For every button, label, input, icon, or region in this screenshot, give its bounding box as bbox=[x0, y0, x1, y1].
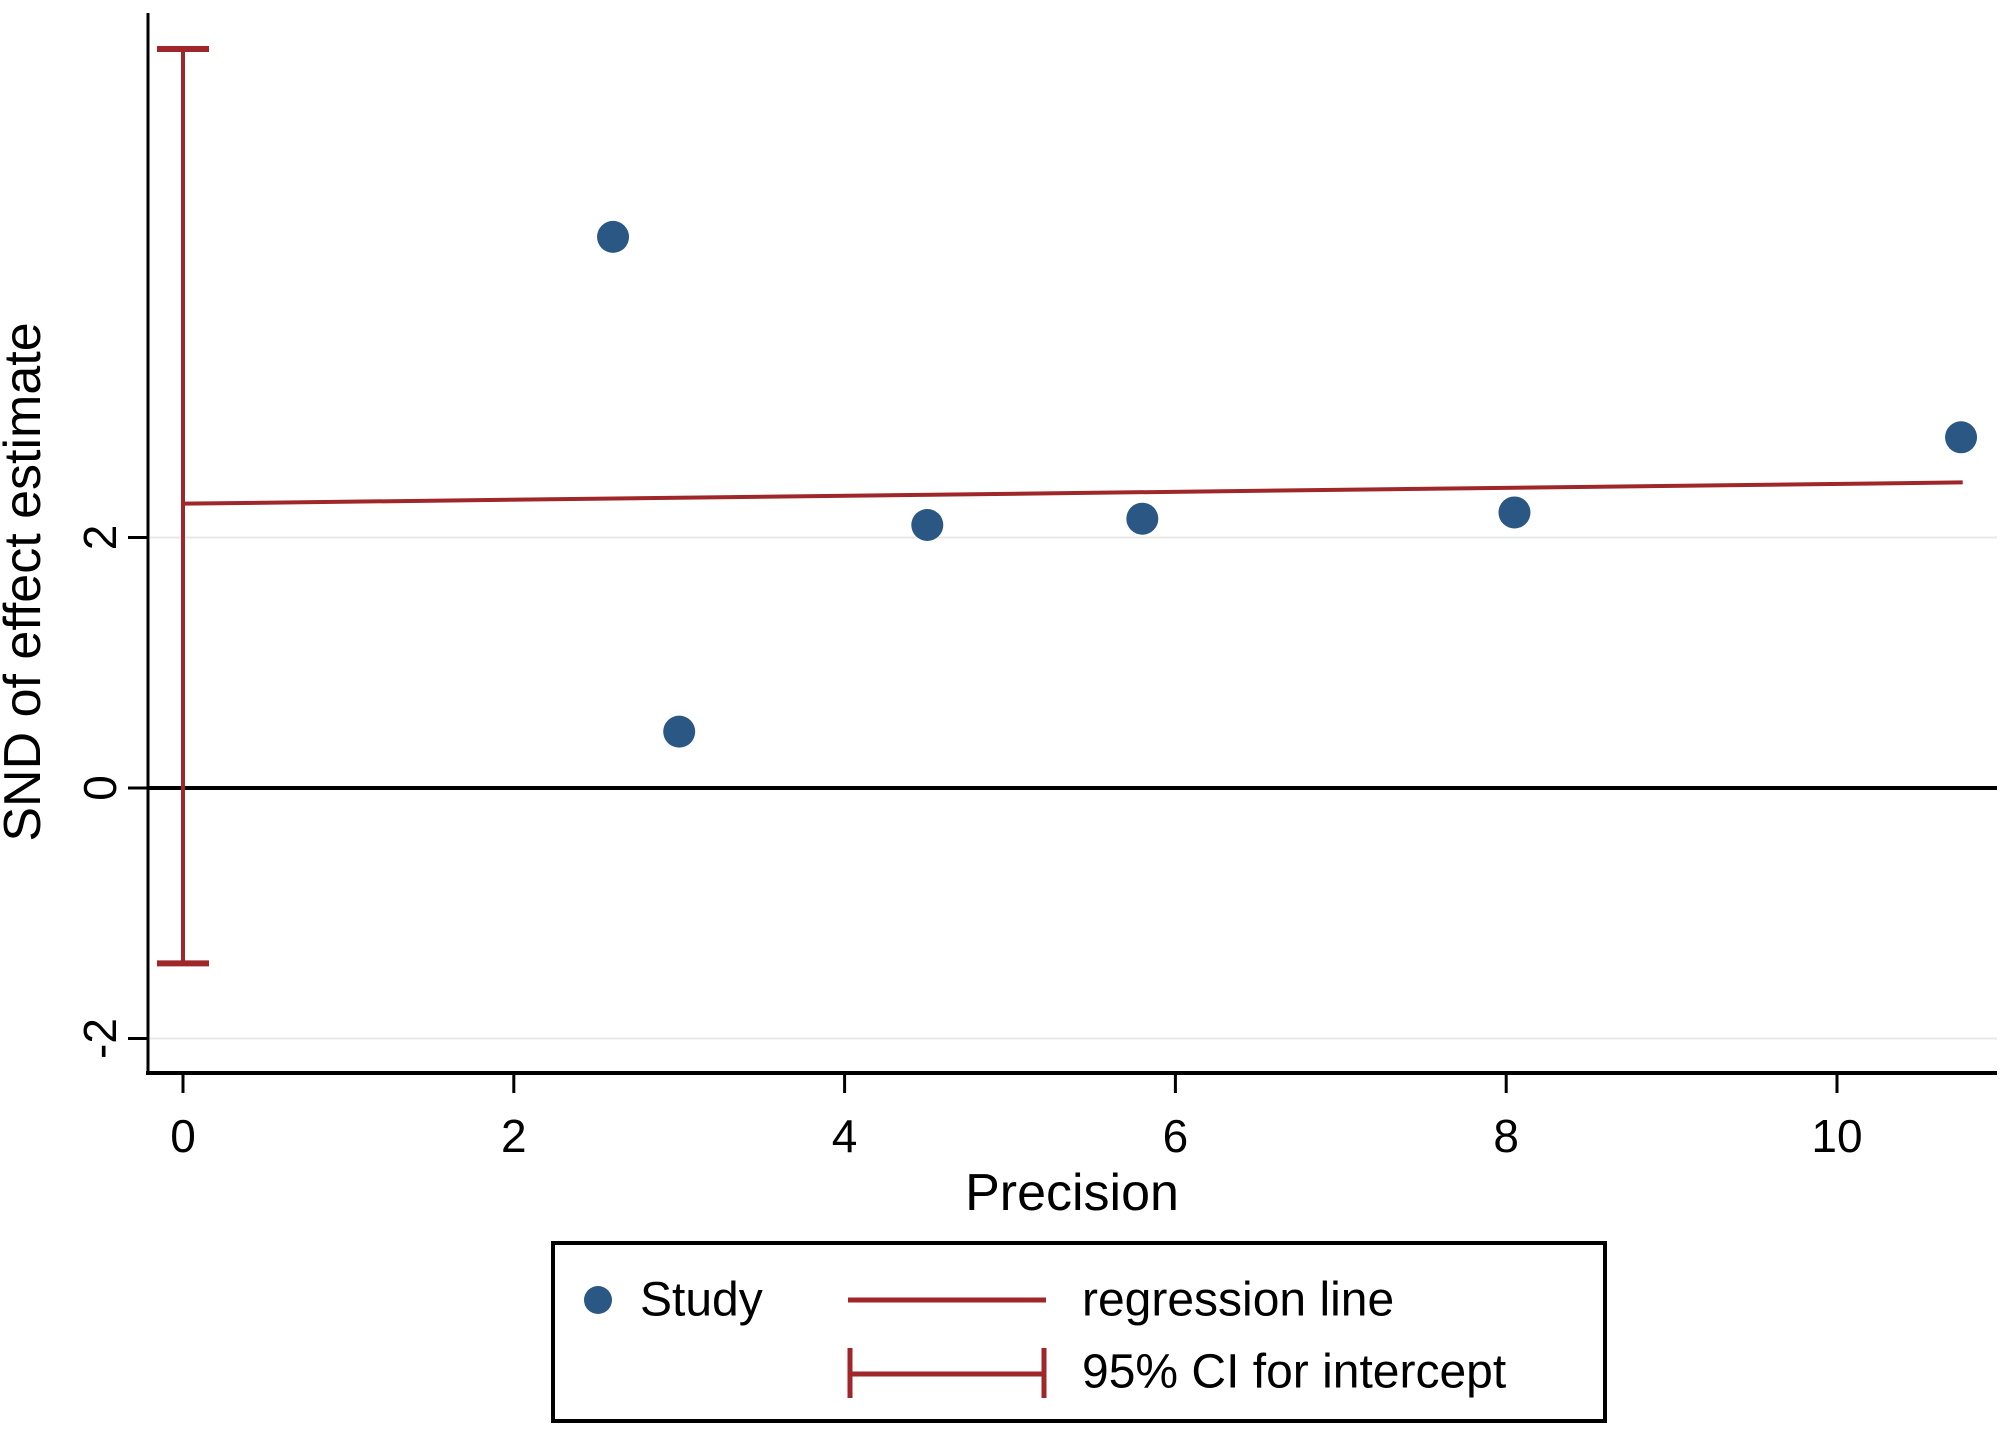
data-point bbox=[1498, 496, 1531, 529]
y-axis-title: SND of effect estimate bbox=[0, 322, 52, 841]
regression-line bbox=[182, 480, 1963, 506]
legend-regression-label: regression line bbox=[1082, 1274, 1394, 1327]
x-tick-label-10: 10 bbox=[1811, 1110, 1862, 1162]
x-tick-label-8: 8 bbox=[1493, 1110, 1519, 1162]
data-point bbox=[597, 220, 630, 253]
x-tick-label-6: 6 bbox=[1163, 1110, 1189, 1162]
y-axis-ticks: -2 0 2 bbox=[74, 525, 148, 1059]
legend-ci-label: 95% CI for intercept bbox=[1082, 1346, 1506, 1399]
gridlines bbox=[150, 536, 1997, 1040]
study-points bbox=[597, 220, 1978, 748]
data-point bbox=[911, 508, 944, 541]
legend-box bbox=[551, 1241, 1607, 1423]
regression-line-segment bbox=[182, 480, 1963, 506]
x-axis-ticks: 0 2 4 6 8 10 bbox=[170, 1073, 1863, 1162]
data-point bbox=[663, 715, 696, 748]
data-point bbox=[1126, 502, 1159, 535]
legend-study-marker-icon bbox=[584, 1286, 612, 1314]
y-tick-label-0: 0 bbox=[74, 775, 126, 801]
y-tick-label--2: -2 bbox=[74, 1018, 126, 1059]
data-point bbox=[1945, 421, 1978, 454]
y-tick-label-2: 2 bbox=[74, 525, 126, 551]
legend-study-label: Study bbox=[640, 1274, 763, 1327]
x-tick-label-2: 2 bbox=[501, 1110, 527, 1162]
legend-errorbar-icon bbox=[847, 1348, 1047, 1398]
x-tick-label-4: 4 bbox=[832, 1110, 858, 1162]
ci-errorbar bbox=[157, 46, 209, 967]
legend: Study regression line 95% CI for interce… bbox=[551, 1241, 1607, 1423]
x-axis-title: Precision bbox=[965, 1164, 1179, 1222]
x-tick-label-0: 0 bbox=[170, 1110, 196, 1162]
